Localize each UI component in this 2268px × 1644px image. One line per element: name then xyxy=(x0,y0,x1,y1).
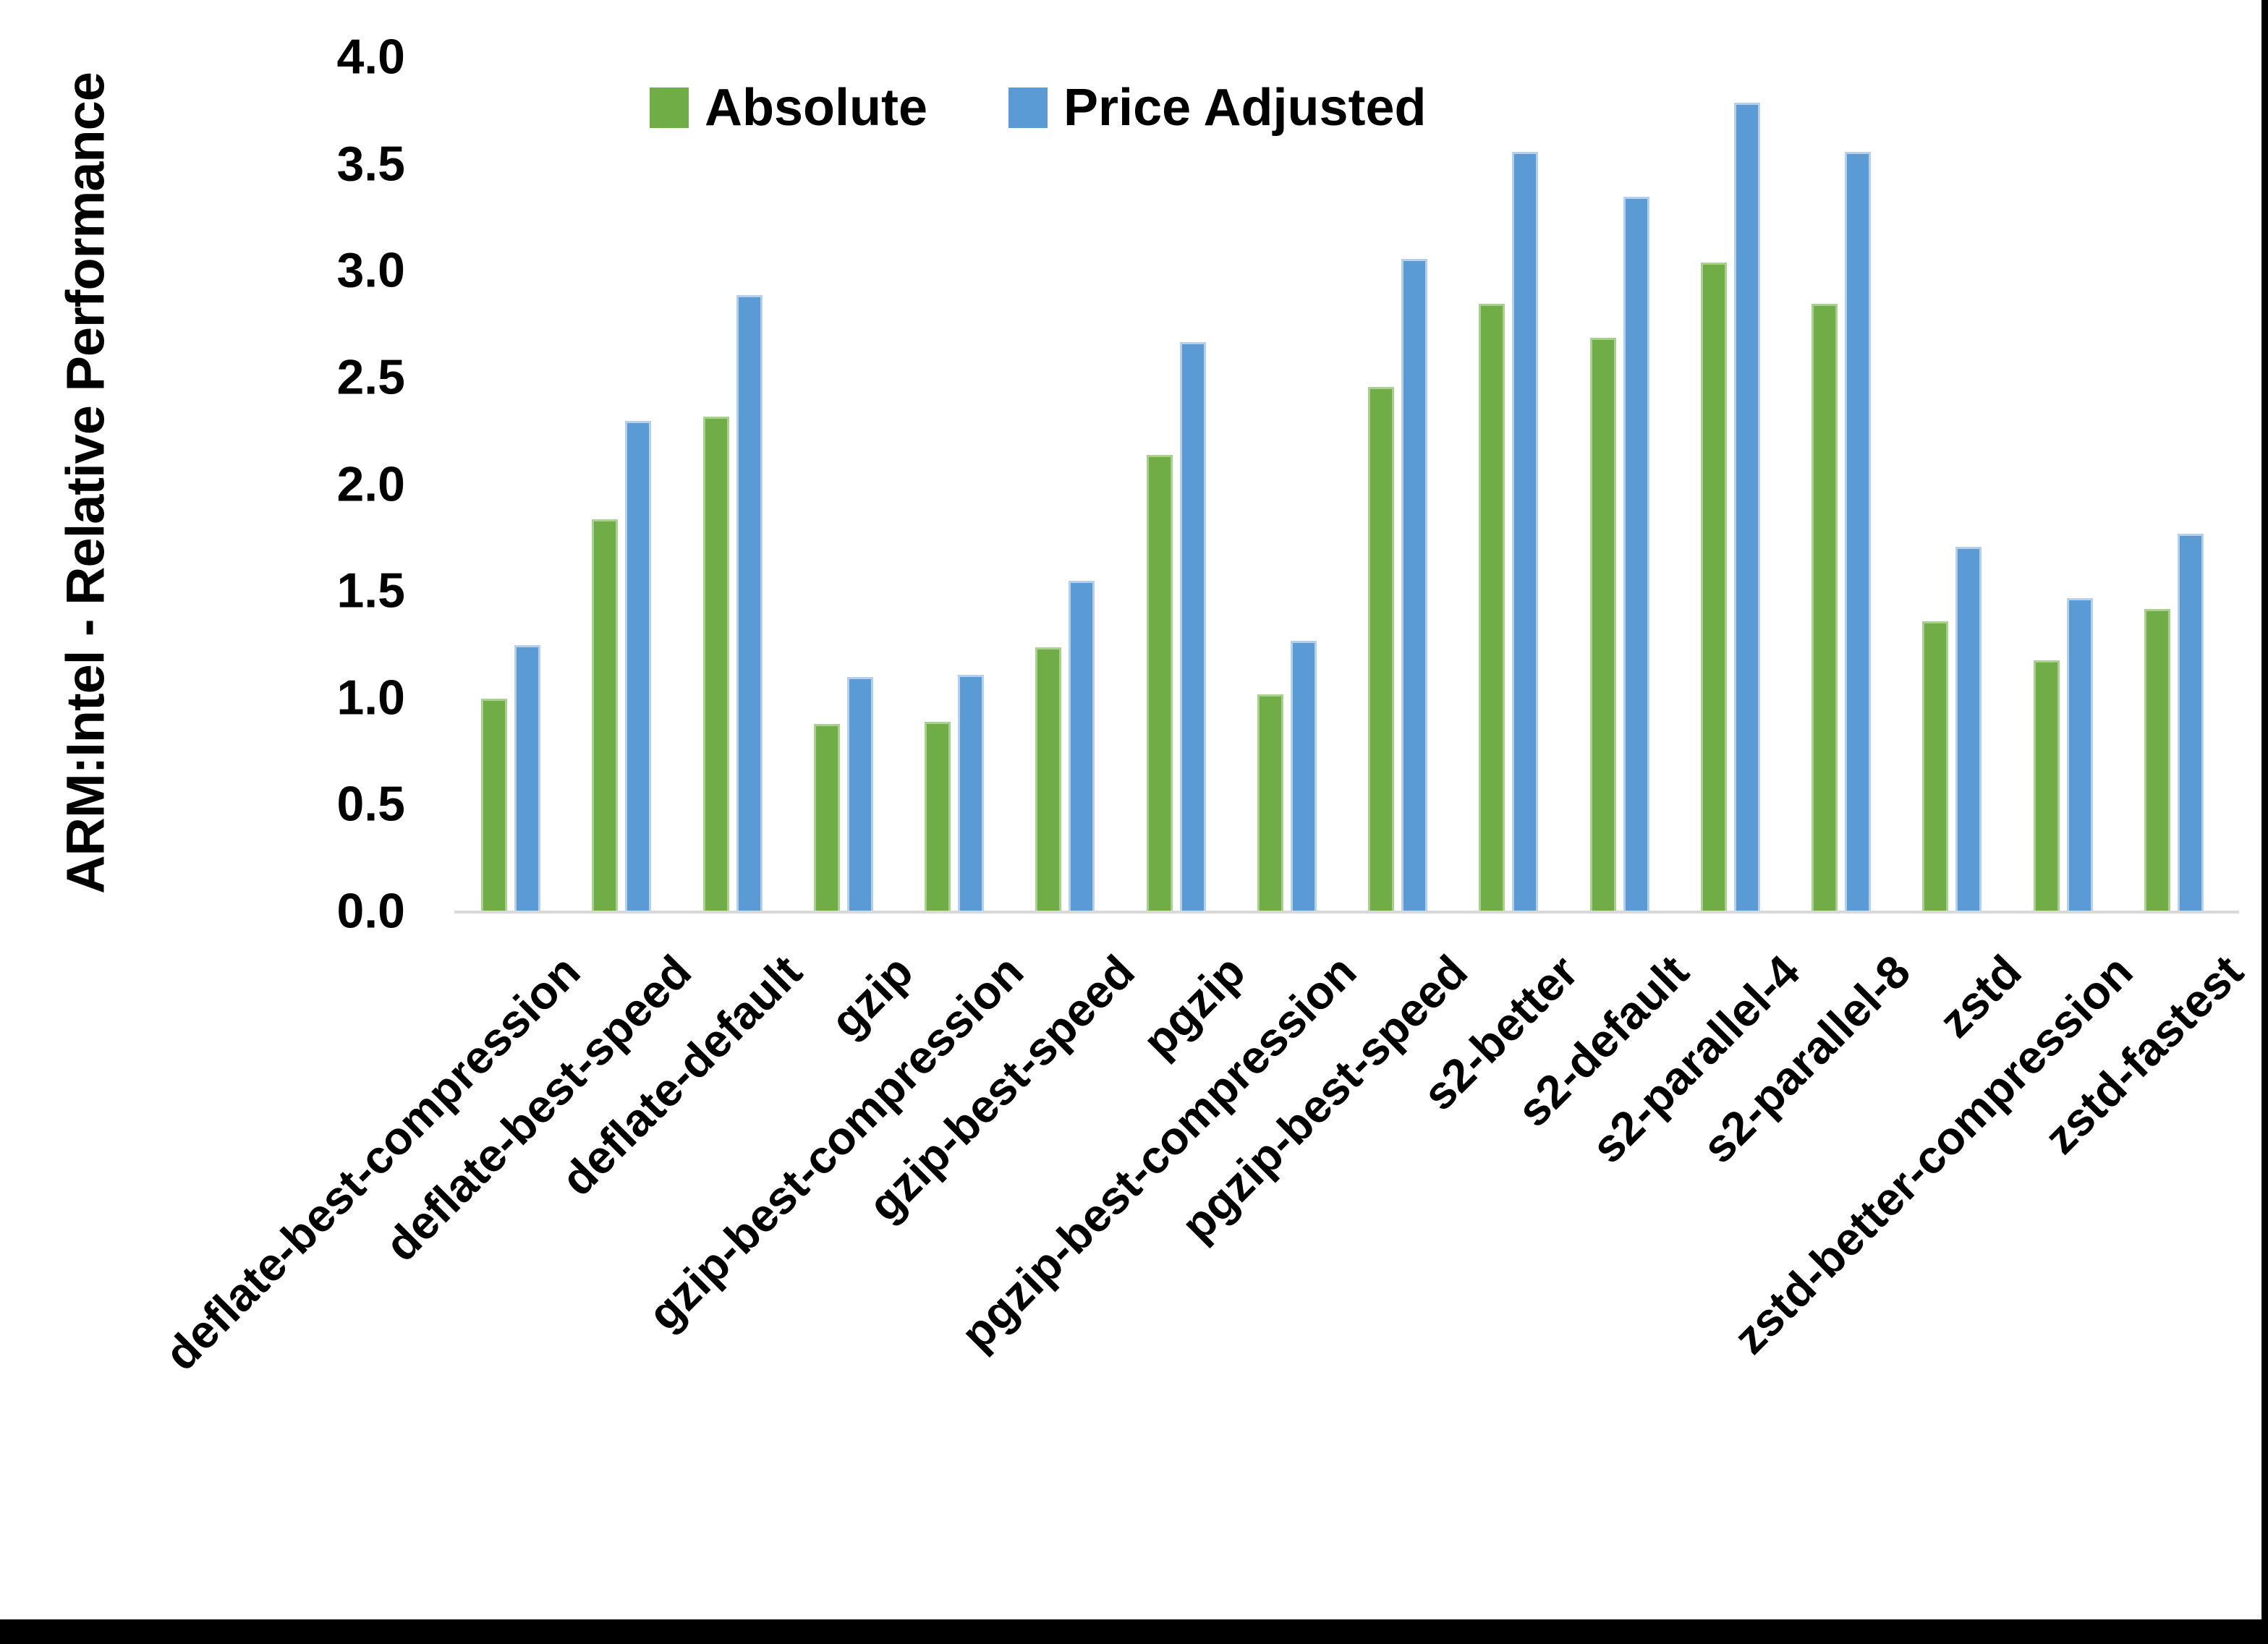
y-tick-label: 3.0 xyxy=(336,242,405,298)
bar-absolute-gzip-best-compression xyxy=(925,722,951,912)
bar-price-adjusted-gzip xyxy=(846,677,873,912)
bar-absolute-gzip-best-speed xyxy=(1035,647,1062,912)
chart-legend: Absolute Price Adjusted xyxy=(650,78,1426,137)
bar-absolute-deflate-best-speed xyxy=(592,519,619,912)
bar-price-adjusted-deflate-default xyxy=(736,294,763,912)
bar-absolute-pgzip-best-compression xyxy=(1257,694,1283,912)
bar-absolute-s2-better xyxy=(1479,303,1505,912)
legend-swatch-icon xyxy=(1008,88,1048,128)
figure-right-border xyxy=(2261,0,2268,1644)
y-tick-label: 4.0 xyxy=(336,29,405,85)
figure-bottom-border xyxy=(0,1619,2268,1644)
y-tick-label: 0.5 xyxy=(336,776,405,832)
bar-absolute-s2-parallel-4 xyxy=(1700,263,1727,912)
bar-price-adjusted-s2-better xyxy=(1512,151,1539,912)
bar-absolute-deflate-best-compression xyxy=(481,698,507,912)
legend-label: Price Adjusted xyxy=(1063,79,1427,137)
bar-absolute-pgzip xyxy=(1146,455,1173,912)
bar-price-adjusted-zstd-fastest xyxy=(2177,534,2204,912)
y-tick-label: 1.5 xyxy=(336,563,405,618)
x-axis-line xyxy=(454,911,2239,913)
bar-price-adjusted-s2-parallel-4 xyxy=(1733,103,1760,912)
bar-price-adjusted-s2-parallel-8 xyxy=(1845,151,1871,912)
bar-price-adjusted-gzip-best-compression xyxy=(958,675,984,912)
legend-item-absolute: Absolute xyxy=(650,78,927,137)
bar-absolute-zstd-better-compression xyxy=(2033,660,2060,912)
bar-price-adjusted-zstd-better-compression xyxy=(2066,597,2093,912)
bar-price-adjusted-deflate-best-compression xyxy=(514,644,540,912)
bar-absolute-deflate-default xyxy=(702,417,729,912)
bar-price-adjusted-pgzip-best-speed xyxy=(1401,258,1427,912)
legend-item-price-adjusted: Price Adjusted xyxy=(1008,78,1426,137)
y-tick-label: 1.0 xyxy=(336,670,405,725)
y-tick-label: 0.0 xyxy=(336,883,405,939)
y-axis-title: ARM:Intel - Relative Performance xyxy=(55,72,116,894)
legend-label: Absolute xyxy=(705,79,928,137)
bar-absolute-s2-parallel-8 xyxy=(1812,303,1838,912)
y-tick-label: 2.5 xyxy=(336,349,405,405)
y-tick-label: 2.0 xyxy=(336,456,405,511)
legend-swatch-icon xyxy=(650,88,689,128)
bar-absolute-zstd-fastest xyxy=(2144,608,2170,912)
bar-price-adjusted-gzip-best-speed xyxy=(1069,581,1095,912)
bar-price-adjusted-deflate-best-speed xyxy=(625,420,652,912)
x-category-label: deflate-best-compression xyxy=(154,945,590,1381)
bar-price-adjusted-zstd xyxy=(1955,547,1982,912)
bar-price-adjusted-pgzip xyxy=(1179,341,1206,912)
bar-price-adjusted-pgzip-best-compression xyxy=(1290,641,1317,912)
bar-price-adjusted-s2-default xyxy=(1623,196,1649,912)
y-tick-label: 3.5 xyxy=(336,136,405,192)
bar-absolute-zstd xyxy=(1922,621,1949,912)
bar-absolute-gzip xyxy=(813,724,840,912)
bar-absolute-pgzip-best-speed xyxy=(1368,386,1394,912)
bar-absolute-s2-default xyxy=(1589,337,1616,912)
